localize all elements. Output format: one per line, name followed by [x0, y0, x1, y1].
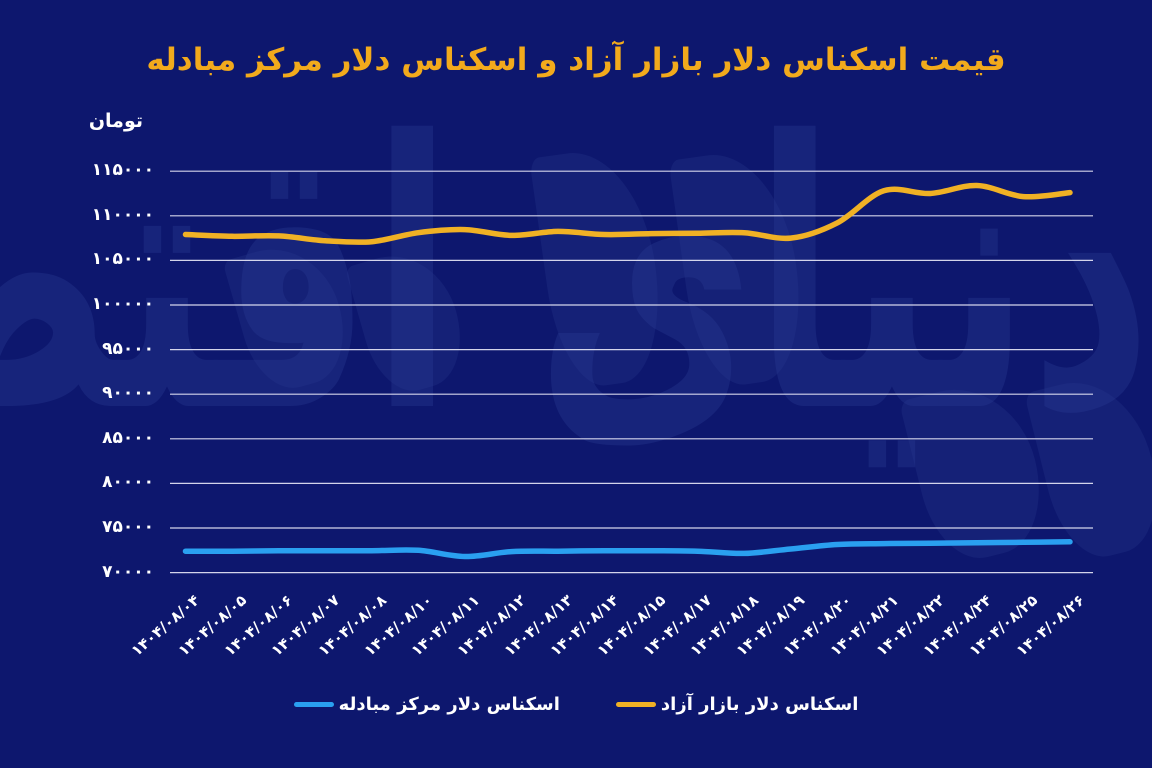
y-axis-tick-label: ۱۱۰۰۰۰: [91, 204, 154, 225]
legend-line-swatch-exchange-center: [293, 702, 334, 707]
y-axis-tick-label: ۷۵۰۰۰: [102, 517, 154, 537]
y-axis-tick-label: ۹۵۰۰۰: [102, 338, 154, 359]
y-axis-unit-label: تومان: [88, 110, 143, 132]
y-axis-tick-label: ۸۵۰۰۰: [102, 427, 154, 448]
y-axis-tick-label: ۱۰۰۰۰۰: [91, 294, 154, 314]
legend-item-exchange-center: اسکناس دلار مرکز مبادله: [293, 694, 560, 715]
legend-line-swatch-free-market: [615, 702, 656, 707]
y-axis-tick-label: ۸۰۰۰۰: [102, 472, 154, 493]
legend: اسکناس دلار بازار آزاد اسکناس دلار مرکز …: [0, 694, 1152, 715]
series-line-exchange-center: [182, 539, 1073, 560]
y-axis-tick-label: ۹۰۰۰۰: [102, 383, 154, 404]
y-axis-tick-label: ۱۱۵۰۰۰: [91, 160, 154, 181]
legend-label-free-market: اسکناس دلار بازار آزاد: [660, 694, 859, 715]
chart-title: قیمت اسکناس دلار بازار آزاد و اسکناس دلا…: [146, 42, 1006, 78]
series-line-free-market: [182, 182, 1073, 245]
legend-item-free-market: اسکناس دلار بازار آزاد: [615, 694, 859, 715]
y-axis-tick-label: ۷۰۰۰۰: [102, 561, 154, 582]
legend-label-exchange-center: اسکناس دلار مرکز مبادله: [338, 694, 560, 715]
y-axis-tick-label: ۱۰۵۰۰۰: [91, 249, 154, 270]
